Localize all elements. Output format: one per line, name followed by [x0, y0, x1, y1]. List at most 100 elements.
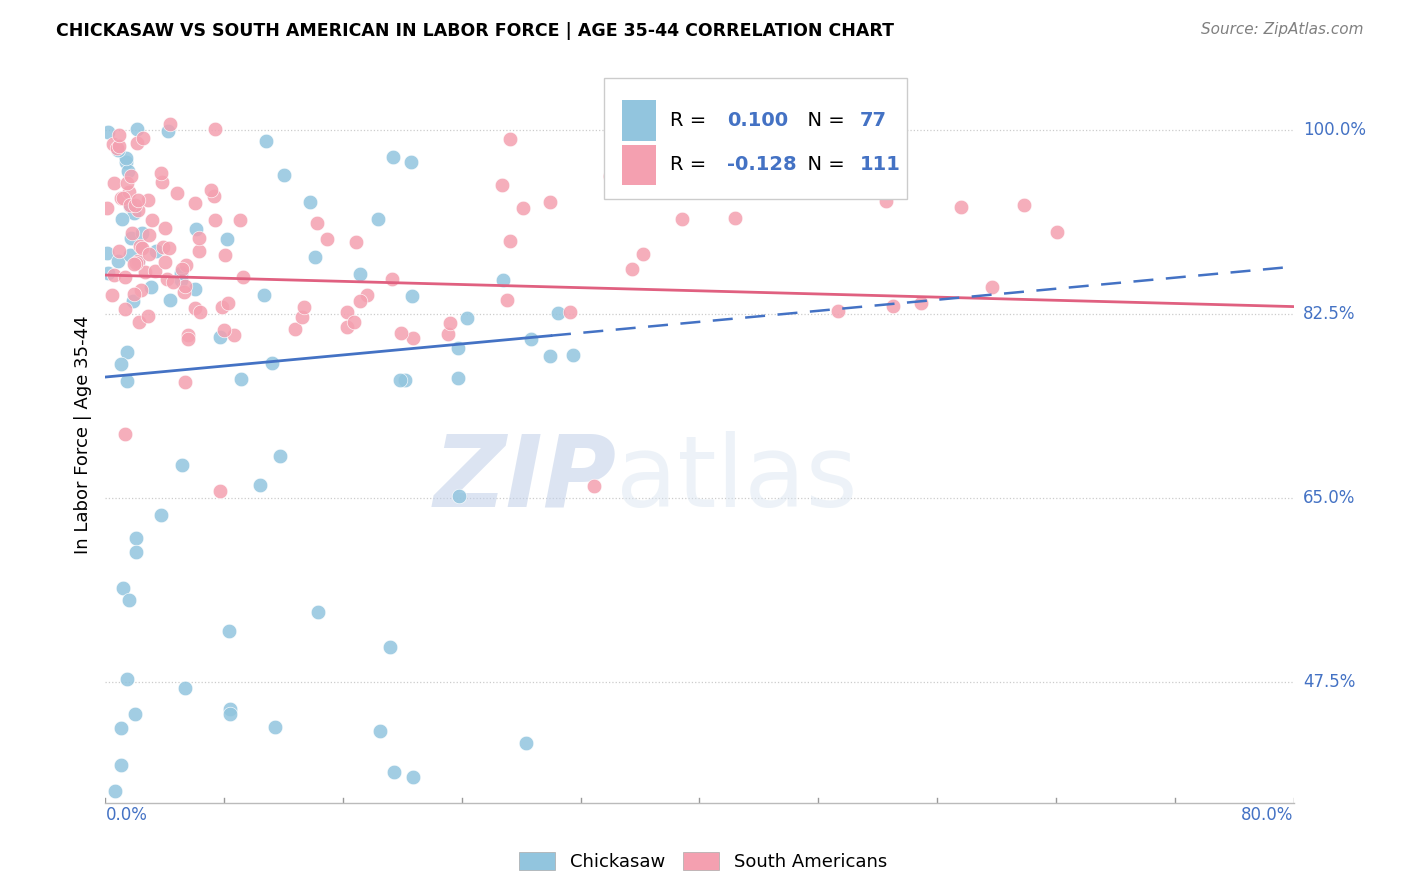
- Point: [166, 186, 188, 200]
- Point: [118, 199, 141, 213]
- Text: 82.5%: 82.5%: [1303, 305, 1355, 323]
- Point: [155, 255, 177, 269]
- Point: [170, 458, 193, 472]
- Point: [367, 212, 389, 227]
- Point: [307, 216, 329, 230]
- Point: [558, 305, 581, 319]
- Point: [112, 191, 135, 205]
- Point: [129, 239, 152, 253]
- Point: [389, 374, 412, 388]
- Point: [131, 241, 153, 255]
- Point: [217, 232, 239, 246]
- Point: [117, 374, 139, 388]
- Point: [204, 213, 226, 227]
- Point: [174, 278, 197, 293]
- Point: [382, 150, 405, 164]
- Text: 80.0%: 80.0%: [1241, 806, 1294, 824]
- Point: [174, 375, 197, 389]
- Point: [127, 202, 149, 217]
- Point: [188, 305, 211, 319]
- Point: [344, 235, 367, 250]
- Point: [724, 211, 747, 225]
- Point: [177, 328, 200, 343]
- Point: [343, 315, 366, 329]
- Point: [491, 178, 513, 192]
- Point: [173, 285, 195, 300]
- Point: [110, 721, 132, 735]
- Point: [437, 326, 460, 341]
- Point: [141, 212, 163, 227]
- Text: 100.0%: 100.0%: [1303, 121, 1367, 139]
- Point: [114, 269, 136, 284]
- Point: [292, 301, 315, 315]
- Point: [107, 143, 129, 157]
- Point: [128, 315, 150, 329]
- Point: [156, 272, 179, 286]
- Y-axis label: In Labor Force | Age 35-44: In Labor Force | Age 35-44: [73, 316, 91, 554]
- FancyBboxPatch shape: [623, 145, 655, 185]
- Point: [264, 720, 287, 734]
- Text: N =: N =: [794, 112, 851, 130]
- Point: [211, 300, 233, 314]
- Point: [231, 269, 253, 284]
- Text: 47.5%: 47.5%: [1303, 673, 1355, 691]
- Point: [115, 177, 138, 191]
- Point: [117, 344, 139, 359]
- FancyBboxPatch shape: [623, 101, 655, 141]
- Point: [172, 261, 194, 276]
- Point: [499, 132, 522, 146]
- Point: [447, 341, 470, 355]
- Point: [125, 531, 148, 545]
- Point: [124, 205, 146, 219]
- Point: [110, 357, 132, 371]
- Point: [150, 508, 173, 522]
- Point: [316, 232, 339, 246]
- Point: [538, 349, 561, 363]
- Point: [349, 267, 371, 281]
- Point: [105, 141, 128, 155]
- Point: [134, 265, 156, 279]
- Point: [122, 293, 145, 308]
- Point: [617, 122, 640, 136]
- Legend: Chickasaw, South Americans: Chickasaw, South Americans: [512, 846, 894, 879]
- Point: [124, 707, 146, 722]
- Point: [174, 258, 197, 272]
- Point: [562, 348, 585, 362]
- Point: [125, 122, 148, 136]
- Point: [253, 287, 276, 301]
- Point: [402, 770, 425, 784]
- Point: [96, 246, 118, 260]
- Point: [219, 702, 242, 716]
- Point: [124, 256, 146, 270]
- Point: [162, 275, 184, 289]
- Point: [103, 176, 125, 190]
- Point: [188, 231, 211, 245]
- Point: [273, 168, 295, 182]
- Point: [159, 117, 181, 131]
- Point: [910, 296, 932, 310]
- Point: [127, 255, 149, 269]
- Point: [152, 240, 174, 254]
- Point: [115, 152, 138, 166]
- Point: [499, 234, 522, 248]
- Point: [492, 272, 515, 286]
- Point: [136, 193, 159, 207]
- Point: [547, 306, 569, 320]
- Point: [512, 201, 534, 215]
- Point: [101, 137, 124, 152]
- Point: [103, 268, 125, 282]
- Point: [229, 213, 252, 227]
- Point: [145, 244, 167, 258]
- Point: [218, 624, 240, 638]
- Point: [200, 183, 222, 197]
- Point: [298, 194, 321, 209]
- Point: [1046, 226, 1069, 240]
- Point: [125, 136, 148, 150]
- Point: [173, 681, 195, 695]
- Point: [153, 220, 176, 235]
- Point: [114, 427, 136, 442]
- Point: [184, 301, 207, 315]
- Point: [209, 329, 232, 343]
- Point: [202, 189, 225, 203]
- Point: [621, 262, 644, 277]
